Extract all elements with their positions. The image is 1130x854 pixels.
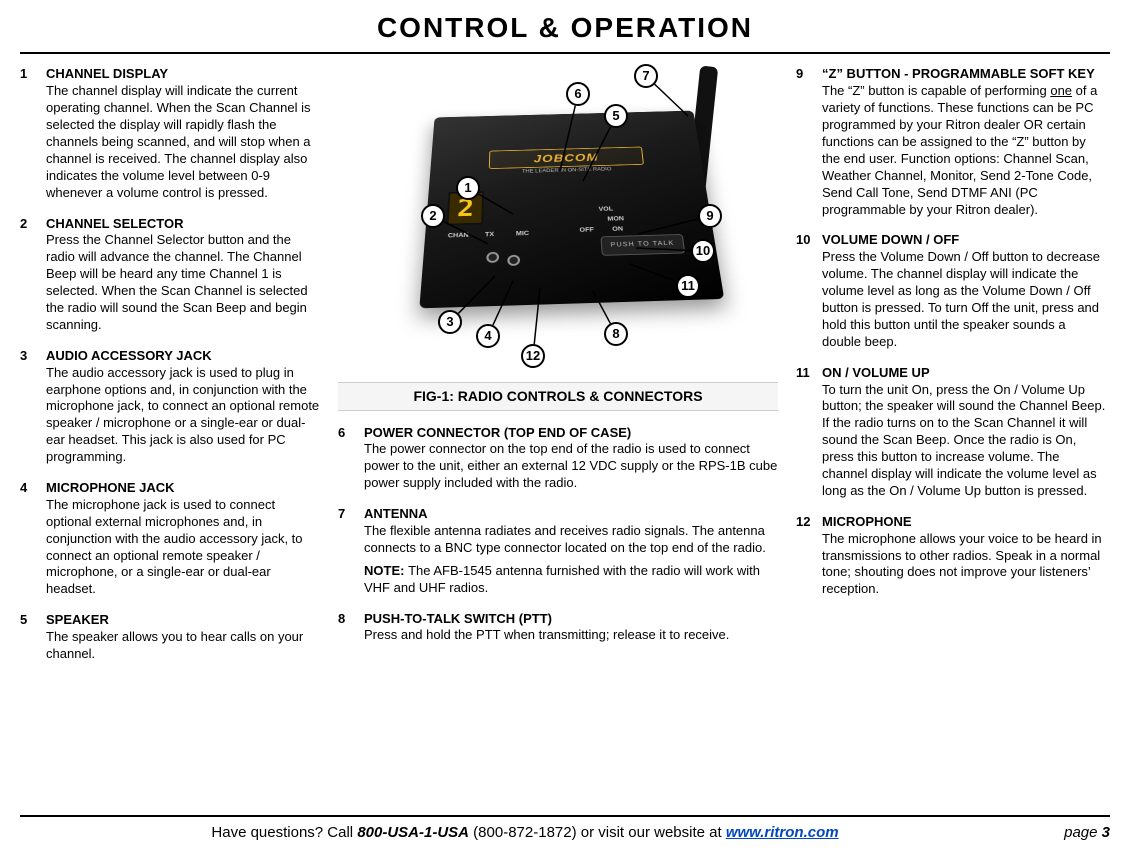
- item-number: 4: [20, 480, 46, 598]
- item-description: Press the Volume Down / Off button to de…: [822, 249, 1106, 350]
- item-description: The speaker allows you to hear calls on …: [46, 629, 320, 663]
- footer-text: Have questions? Call 800-USA-1-USA (800-…: [20, 823, 1030, 843]
- item-number: 11: [796, 365, 822, 500]
- label-mic: MIC: [516, 230, 529, 238]
- item-number: 9: [796, 66, 822, 218]
- item-description: The power connector on the top end of th…: [364, 441, 778, 492]
- label-on: ON: [612, 226, 623, 234]
- item-body: MICROPHONEThe microphone allows your voi…: [822, 514, 1106, 598]
- callout-4: 4: [476, 324, 500, 348]
- footer-pre: Have questions? Call: [211, 824, 357, 841]
- item-heading: CHANNEL SELECTOR: [46, 216, 320, 233]
- item-note: NOTE: The AFB-1545 antenna furnished wit…: [364, 563, 778, 597]
- column-right: 9“Z” BUTTON - PROGRAMMABLE SOFT KEYThe “…: [796, 66, 1106, 677]
- item-heading: VOLUME DOWN / OFF: [822, 232, 1106, 249]
- column-middle: JOBCOM THE LEADER IN ON-SITE RADIO 2 CHA…: [338, 66, 778, 677]
- item-description: Press the Channel Selector button and th…: [46, 232, 320, 333]
- item-description: The audio accessory jack is used to plug…: [46, 365, 320, 466]
- item-heading: SPEAKER: [46, 612, 320, 629]
- item-heading: CHANNEL DISPLAY: [46, 66, 320, 83]
- item-heading: ON / VOLUME UP: [822, 365, 1106, 382]
- note-label: NOTE:: [364, 563, 408, 578]
- item-2: 2CHANNEL SELECTORPress the Channel Selec…: [20, 216, 320, 334]
- callout-9: 9: [698, 204, 722, 228]
- item-heading: AUDIO ACCESSORY JACK: [46, 348, 320, 365]
- item-body: ON / VOLUME UPTo turn the unit On, press…: [822, 365, 1106, 500]
- column-left: 1CHANNEL DISPLAYThe channel display will…: [20, 66, 320, 677]
- callout-7: 7: [634, 64, 658, 88]
- item-body: PUSH-TO-TALK SWITCH (PTT)Press and hold …: [364, 611, 778, 645]
- item-body: “Z” BUTTON - PROGRAMMABLE SOFT KEYThe “Z…: [822, 66, 1106, 218]
- label-off: OFF: [579, 227, 594, 235]
- item-body: MICROPHONE JACKThe microphone jack is us…: [46, 480, 320, 598]
- item-description: The microphone allows your voice to be h…: [822, 531, 1106, 599]
- item-3: 3AUDIO ACCESSORY JACKThe audio accessory…: [20, 348, 320, 466]
- ptt-button: PUSH TO TALK: [600, 234, 685, 256]
- page-title: CONTROL & OPERATION: [20, 10, 1110, 54]
- item-heading: PUSH-TO-TALK SWITCH (PTT): [364, 611, 778, 628]
- item-heading: “Z” BUTTON - PROGRAMMABLE SOFT KEY: [822, 66, 1106, 83]
- item-body: AUDIO ACCESSORY JACKThe audio accessory …: [46, 348, 320, 466]
- figure-caption: FIG-1: RADIO CONTROLS & CONNECTORS: [338, 382, 778, 410]
- item-9: 9“Z” BUTTON - PROGRAMMABLE SOFT KEYThe “…: [796, 66, 1106, 218]
- callout-8: 8: [604, 322, 628, 346]
- item-number: 7: [338, 506, 364, 596]
- item-8: 8PUSH-TO-TALK SWITCH (PTT)Press and hold…: [338, 611, 778, 645]
- item-4: 4MICROPHONE JACKThe microphone jack is u…: [20, 480, 320, 598]
- page-footer: Have questions? Call 800-USA-1-USA (800-…: [20, 815, 1110, 843]
- callout-6: 6: [566, 82, 590, 106]
- label-chan: CHAN: [448, 232, 469, 241]
- item-number: 2: [20, 216, 46, 334]
- jack-2: [507, 255, 520, 266]
- item-6: 6POWER CONNECTOR (TOP END OF CASE)The po…: [338, 425, 778, 493]
- callout-12: 12: [521, 344, 545, 368]
- figure-radio: JOBCOM THE LEADER IN ON-SITE RADIO 2 CHA…: [338, 66, 778, 376]
- footer-mid: (800-872-1872) or visit our website at: [469, 824, 726, 841]
- footer-phone: 800-USA-1-USA: [357, 824, 469, 841]
- item-body: SPEAKERThe speaker allows you to hear ca…: [46, 612, 320, 663]
- label-tx: TX: [485, 231, 494, 239]
- callout-3: 3: [438, 310, 462, 334]
- item-description: The channel display will indicate the cu…: [46, 83, 320, 201]
- item-number: 6: [338, 425, 364, 493]
- item-body: CHANNEL DISPLAYThe channel display will …: [46, 66, 320, 201]
- item-number: 3: [20, 348, 46, 466]
- item-body: VOLUME DOWN / OFFPress the Volume Down /…: [822, 232, 1106, 350]
- item-heading: ANTENNA: [364, 506, 778, 523]
- page-label: page: [1064, 824, 1102, 841]
- item-11: 11ON / VOLUME UPTo turn the unit On, pre…: [796, 365, 1106, 500]
- footer-link[interactable]: www.ritron.com: [726, 824, 839, 841]
- main-content: 1CHANNEL DISPLAYThe channel display will…: [20, 66, 1110, 677]
- item-1: 1CHANNEL DISPLAYThe channel display will…: [20, 66, 320, 201]
- item-description: To turn the unit On, press the On / Volu…: [822, 382, 1106, 500]
- item-7: 7ANTENNAThe flexible antenna radiates an…: [338, 506, 778, 596]
- item-number: 12: [796, 514, 822, 598]
- label-vol: VOL: [598, 206, 613, 214]
- page-number: 3: [1102, 824, 1110, 841]
- item-description: Press and hold the PTT when transmitting…: [364, 627, 778, 644]
- underline-word: one: [1050, 83, 1072, 98]
- item-body: ANTENNAThe flexible antenna radiates and…: [364, 506, 778, 596]
- item-number: 5: [20, 612, 46, 663]
- item-heading: POWER CONNECTOR (TOP END OF CASE): [364, 425, 778, 442]
- item-number: 8: [338, 611, 364, 645]
- jack-1: [486, 252, 499, 263]
- item-heading: MICROPHONE JACK: [46, 480, 320, 497]
- item-number: 1: [20, 66, 46, 201]
- item-description: The flexible antenna radiates and receiv…: [364, 523, 778, 557]
- item-12: 12MICROPHONEThe microphone allows your v…: [796, 514, 1106, 598]
- item-description: The microphone jack is used to connect o…: [46, 497, 320, 598]
- item-10: 10VOLUME DOWN / OFFPress the Volume Down…: [796, 232, 1106, 350]
- item-body: POWER CONNECTOR (TOP END OF CASE)The pow…: [364, 425, 778, 493]
- item-heading: MICROPHONE: [822, 514, 1106, 531]
- item-number: 10: [796, 232, 822, 350]
- label-mon: MON: [607, 216, 624, 224]
- item-description: The “Z” button is capable of performing …: [822, 83, 1106, 218]
- footer-page: page 3: [1030, 823, 1110, 843]
- item-body: CHANNEL SELECTORPress the Channel Select…: [46, 216, 320, 334]
- item-5: 5SPEAKERThe speaker allows you to hear c…: [20, 612, 320, 663]
